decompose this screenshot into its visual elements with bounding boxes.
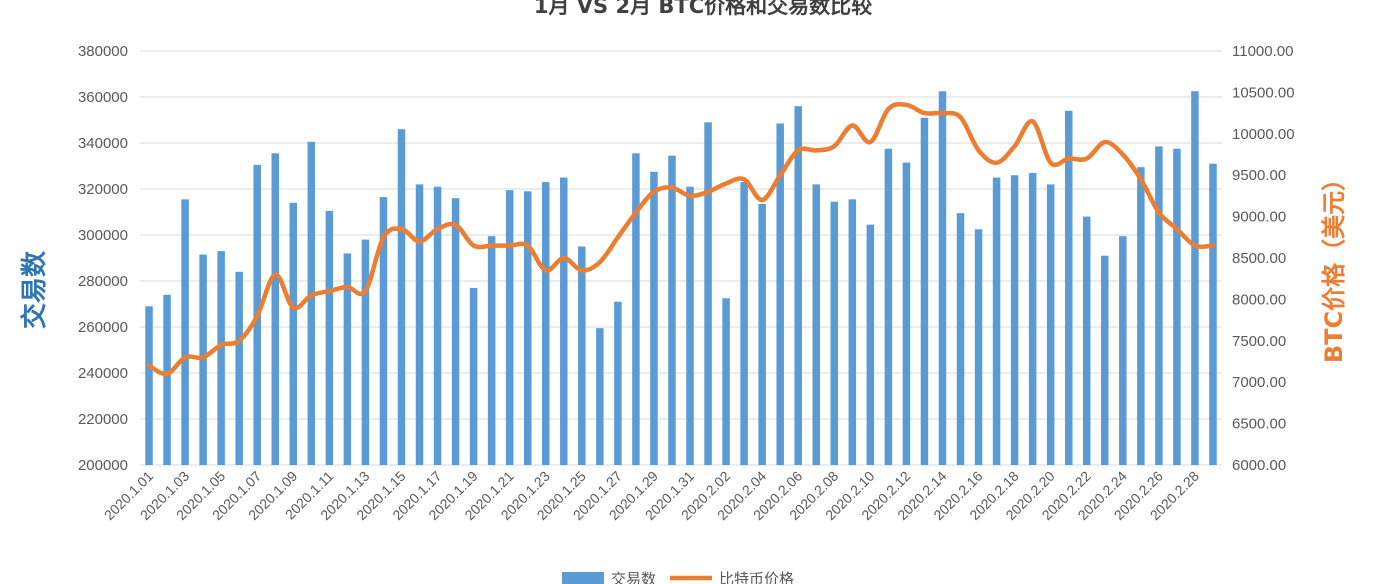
x-axis-ticks: 2020.1.012020.1.032020.1.052020.1.072020…: [101, 468, 1202, 524]
bar: [650, 171, 658, 465]
bar: [487, 236, 496, 465]
y-tick-label: 240000: [78, 365, 128, 382]
bar: [1101, 255, 1109, 465]
bar: [920, 117, 929, 465]
y-tick-label: 280000: [78, 273, 128, 290]
bar: [740, 182, 748, 465]
bar: [848, 199, 857, 465]
y2-tick-label: 9000.00: [1232, 209, 1286, 226]
y-tick-label: 380000: [78, 43, 128, 60]
bar: [956, 213, 965, 465]
y2-tick-label: 9500.00: [1232, 167, 1286, 184]
bar: [1119, 236, 1127, 465]
bar: [1046, 184, 1055, 465]
bar: [271, 153, 279, 465]
y2-tick-label: 10500.00: [1232, 84, 1295, 101]
bar: [1083, 216, 1091, 465]
y2-tick-label: 8500.00: [1232, 250, 1286, 267]
bar: [992, 177, 1001, 465]
bar: [1155, 146, 1163, 465]
bar: [596, 328, 604, 465]
bar: [1064, 110, 1073, 466]
right-axis-ticks: 6000.00 6500.00 7000.00 7500.00 8000.00 8500.…: [1232, 43, 1295, 474]
y2-tick-label: 8000.00: [1232, 291, 1286, 308]
bar: [974, 229, 983, 465]
bar: [523, 191, 532, 466]
y-tick-label: 340000: [78, 135, 128, 152]
bar: [542, 182, 550, 465]
bar: [163, 294, 171, 465]
y2-tick-label: 6500.00: [1232, 416, 1286, 433]
y-tick-label: 260000: [78, 319, 128, 336]
bar: [614, 301, 622, 465]
bar: [289, 202, 298, 466]
bar: [1173, 148, 1181, 465]
price-line: [146, 101, 1216, 377]
bar: [379, 197, 388, 466]
bar: [505, 190, 514, 465]
bar: [884, 148, 893, 465]
bar: [361, 239, 370, 465]
left-axis-ticks: 200000 220000 240000 260000 280000 300000 3200…: [78, 43, 128, 474]
bar: [560, 177, 568, 465]
left-axis-label: 交易数: [19, 250, 50, 329]
y-tick-label: 300000: [78, 227, 128, 244]
y2-tick-label: 7000.00: [1232, 374, 1286, 391]
bar: [578, 246, 586, 465]
chart-title: 1月 VS 2月 BTC价格和交易数比较: [534, 0, 872, 18]
bar: [632, 153, 640, 465]
bar: [1137, 167, 1145, 465]
bar: [181, 199, 189, 465]
bar: [451, 198, 460, 465]
y2-tick-label: 7500.00: [1232, 333, 1286, 350]
bar: [812, 184, 820, 465]
bar: [469, 287, 478, 465]
bar: [307, 141, 316, 465]
bar: [1028, 172, 1037, 465]
bar: [704, 122, 712, 466]
bar: [217, 251, 225, 465]
bar: [343, 253, 352, 465]
bar: [938, 91, 947, 465]
bar: [776, 123, 784, 465]
bar: [397, 129, 406, 465]
bar: [235, 271, 243, 465]
legend-label-line: 比特币价格: [719, 570, 794, 584]
bar: [415, 184, 424, 465]
y-tick-label: 220000: [78, 411, 128, 428]
bar: [433, 186, 442, 465]
bar: [830, 201, 839, 465]
bar: [1010, 175, 1019, 465]
legend-label-bars: 交易数: [611, 570, 656, 584]
bar: [758, 203, 766, 465]
bar: [145, 306, 153, 465]
legend: 交易数 比特币价格: [562, 570, 794, 584]
right-axis-label: BTC价格（美元）: [1320, 167, 1348, 363]
legend-swatch-bars: [562, 572, 604, 584]
bar: [668, 155, 676, 465]
y-tick-label: 200000: [78, 457, 128, 474]
bar: [794, 106, 802, 465]
bar: [866, 224, 875, 465]
y2-tick-label: 11000.00: [1232, 43, 1293, 60]
bar: [199, 254, 207, 465]
y2-tick-label: 10000.00: [1232, 126, 1295, 143]
bar-series: [145, 91, 1217, 466]
bar: [902, 162, 911, 466]
y2-tick-label: 6000.00: [1232, 457, 1286, 474]
bar: [722, 298, 730, 465]
bar: [325, 210, 334, 465]
y-tick-label: 320000: [78, 181, 128, 198]
gridlines: [140, 50, 1222, 466]
bar: [686, 186, 694, 465]
bar: [1209, 163, 1217, 465]
bar: [1191, 91, 1199, 465]
y-tick-label: 360000: [78, 89, 128, 106]
